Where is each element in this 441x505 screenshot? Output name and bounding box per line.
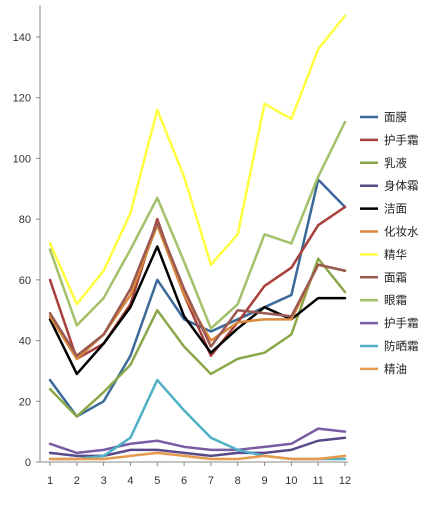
y-tick-label: 140 (13, 32, 31, 44)
y-tick-label: 40 (19, 336, 31, 348)
legend-label-3: 身体霜 (384, 179, 419, 193)
x-tick-label: 6 (181, 475, 187, 487)
series-line-4 (48, 245, 347, 376)
legend-label-1: 护手霜 (384, 133, 419, 147)
series-line-7 (48, 220, 347, 357)
legend-label-7: 面霜 (384, 270, 407, 284)
x-tick-label: 4 (127, 475, 133, 487)
x-tick-label: 11 (312, 475, 323, 487)
x-tick-label: 5 (154, 475, 160, 487)
legend-label-10: 防晒霜 (384, 339, 419, 353)
series-line-3 (48, 436, 347, 458)
y-tick-label: 80 (19, 214, 31, 226)
x-tick-label: 10 (285, 475, 297, 487)
x-tick-label: 8 (235, 475, 241, 487)
series-lines (48, 14, 347, 461)
series-line-8 (48, 120, 347, 330)
x-tick-label: 2 (74, 475, 80, 487)
x-tick-label: 1 (47, 475, 53, 487)
legend-label-6: 精华 (384, 247, 407, 261)
series-line-1 (48, 205, 347, 361)
legend-label-5: 化妆水 (384, 225, 419, 239)
legend-label-11: 精油 (384, 362, 407, 376)
legend-label-9: 护手霜 (384, 316, 419, 330)
x-tick-label: 9 (261, 475, 267, 487)
y-tick-label: 100 (13, 153, 31, 165)
series-line-6 (48, 14, 347, 306)
legend-label-2: 乳液 (384, 156, 407, 170)
y-tick-label: 60 (19, 275, 31, 287)
x-tick-label: 7 (208, 475, 214, 487)
y-tick-label: 120 (13, 93, 31, 105)
x-tick-label: 12 (339, 475, 351, 487)
y-tick-label: 0 (25, 457, 31, 469)
series-line-9 (48, 427, 347, 455)
series-line-2 (48, 257, 347, 418)
x-tick-label: 3 (101, 475, 107, 487)
series-line-11 (48, 451, 347, 461)
legend-label-4: 洁面 (384, 202, 407, 216)
legend-label-8: 眼霜 (384, 293, 407, 307)
legend-label-0: 面膜 (384, 110, 407, 124)
y-tick-label: 20 (19, 396, 31, 408)
